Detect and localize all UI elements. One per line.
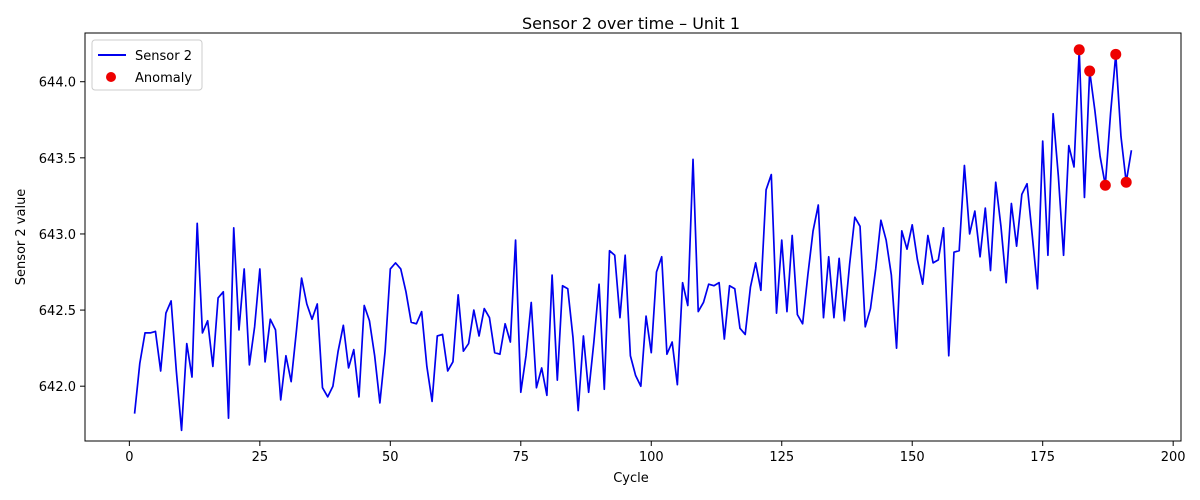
x-tick-label: 150 bbox=[900, 450, 925, 465]
x-axis-label: Cycle bbox=[613, 471, 649, 486]
y-tick-label: 643.0 bbox=[39, 228, 76, 243]
legend-marker-swatch bbox=[106, 72, 116, 82]
y-tick-label: 642.0 bbox=[39, 380, 76, 395]
x-tick-label: 75 bbox=[513, 450, 530, 465]
plot-area bbox=[84, 32, 1182, 442]
x-tick-label: 50 bbox=[382, 450, 399, 465]
y-tick-label: 644.0 bbox=[39, 76, 76, 91]
sensor-2-line bbox=[133, 48, 1133, 432]
legend: Sensor 2 Anomaly bbox=[91, 39, 203, 91]
x-tick-label: 25 bbox=[252, 450, 269, 465]
x-tick-label: 200 bbox=[1161, 450, 1186, 465]
anomaly-point bbox=[1120, 176, 1132, 188]
y-axis-label: Sensor 2 value bbox=[14, 189, 29, 286]
x-tick-label: 175 bbox=[1030, 450, 1055, 465]
anomaly-point bbox=[1084, 65, 1096, 77]
chart-title: Sensor 2 over time – Unit 1 bbox=[522, 14, 740, 33]
x-tick-label: 125 bbox=[769, 450, 794, 465]
legend-label-sensor-2: Sensor 2 bbox=[135, 49, 192, 64]
x-tick-label: 100 bbox=[639, 450, 664, 465]
anomaly-point bbox=[1099, 179, 1111, 191]
anomaly-point bbox=[1073, 44, 1085, 56]
series-layer bbox=[133, 44, 1133, 432]
x-axis: 0 25 50 75 100 125 150 175 200 bbox=[125, 441, 1186, 465]
y-axis: 642.0 642.5 643.0 643.5 644.0 bbox=[39, 76, 85, 395]
y-tick-label: 643.5 bbox=[39, 152, 76, 167]
legend-frame bbox=[91, 39, 203, 91]
x-tick-label: 0 bbox=[125, 450, 133, 465]
anomaly-point bbox=[1110, 48, 1122, 60]
legend-label-anomaly: Anomaly bbox=[135, 71, 192, 86]
y-tick-label: 642.5 bbox=[39, 304, 76, 319]
